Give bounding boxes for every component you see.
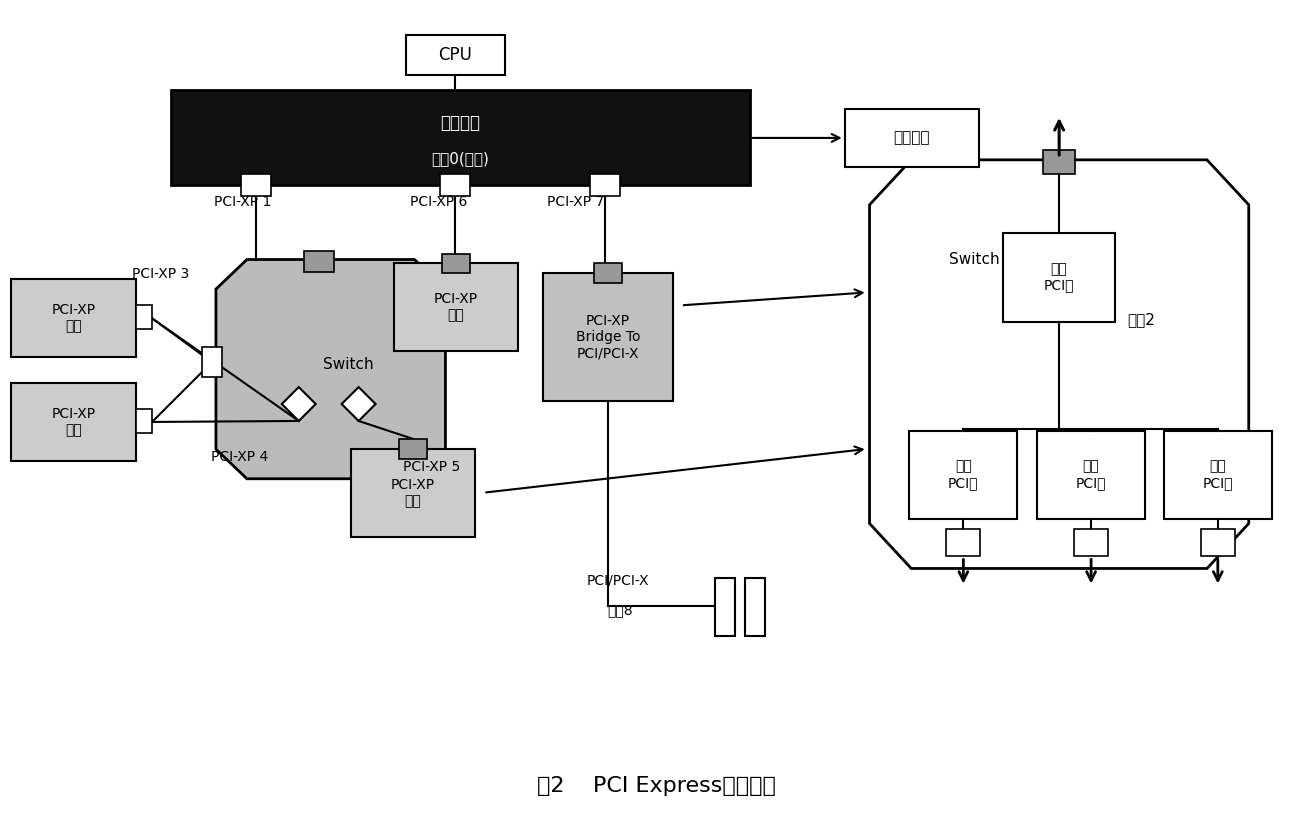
Text: PCI-XP
端点: PCI-XP 端点: [391, 477, 436, 508]
Text: 总线2: 总线2: [1127, 312, 1155, 327]
Text: Switch: Switch: [949, 252, 1000, 267]
Text: PCI-XP 3: PCI-XP 3: [133, 268, 190, 282]
Bar: [441, 174, 471, 196]
Text: 主存储器: 主存储器: [893, 130, 930, 146]
Bar: [590, 174, 621, 196]
Text: PCI-XP 6: PCI-XP 6: [409, 195, 467, 209]
Text: Switch: Switch: [323, 356, 374, 372]
Bar: [909, 431, 1017, 518]
Bar: [171, 90, 749, 185]
Text: 根复合体: 根复合体: [441, 114, 480, 132]
Text: PCI-XP 7: PCI-XP 7: [547, 195, 604, 209]
Bar: [12, 383, 136, 461]
Text: 总线0(内部): 总线0(内部): [432, 151, 489, 165]
Bar: [405, 35, 505, 75]
Bar: [1164, 431, 1271, 518]
Text: PCI-XP
端点: PCI-XP 端点: [51, 303, 96, 333]
Polygon shape: [341, 387, 375, 421]
Bar: [1004, 233, 1115, 323]
Bar: [136, 409, 152, 433]
Text: PCI-XP
Bridge To
PCI/PCI-X: PCI-XP Bridge To PCI/PCI-X: [576, 314, 640, 360]
Bar: [394, 264, 518, 351]
Bar: [1075, 528, 1109, 556]
Text: 图2    PCI Express拓扑结构: 图2 PCI Express拓扑结构: [537, 776, 775, 796]
Text: 虚拟
PCI桥: 虚拟 PCI桥: [1203, 459, 1233, 490]
Bar: [1200, 528, 1235, 556]
Text: PCI-XP
端点: PCI-XP 端点: [51, 407, 96, 437]
Text: PCI/PCI-X: PCI/PCI-X: [586, 573, 649, 587]
Polygon shape: [216, 260, 446, 479]
Bar: [241, 174, 270, 196]
Text: PCI-XP 4: PCI-XP 4: [211, 450, 268, 464]
Bar: [594, 264, 622, 283]
Bar: [1038, 431, 1145, 518]
Text: PCI-XP
端点: PCI-XP 端点: [434, 292, 478, 323]
Bar: [304, 251, 333, 273]
Bar: [946, 528, 980, 556]
Text: 虚拟
PCI桥: 虚拟 PCI桥: [949, 459, 979, 490]
Polygon shape: [282, 387, 316, 421]
Bar: [715, 578, 735, 636]
Bar: [136, 305, 152, 329]
Bar: [399, 439, 426, 459]
Text: 虚拟
PCI桥: 虚拟 PCI桥: [1076, 459, 1106, 490]
Bar: [845, 109, 979, 167]
Text: PCI-XP 5: PCI-XP 5: [403, 459, 459, 474]
Bar: [12, 279, 136, 357]
Bar: [1043, 150, 1075, 174]
Bar: [442, 254, 470, 274]
Bar: [350, 449, 475, 536]
Text: 总线8: 总线8: [607, 604, 632, 618]
Polygon shape: [870, 160, 1249, 568]
Bar: [543, 274, 673, 401]
Text: CPU: CPU: [438, 46, 472, 64]
Text: 虚拟
PCI桥: 虚拟 PCI桥: [1044, 262, 1075, 292]
Bar: [745, 578, 765, 636]
Text: PCI-XP 1: PCI-XP 1: [214, 195, 272, 209]
Bar: [202, 347, 222, 377]
